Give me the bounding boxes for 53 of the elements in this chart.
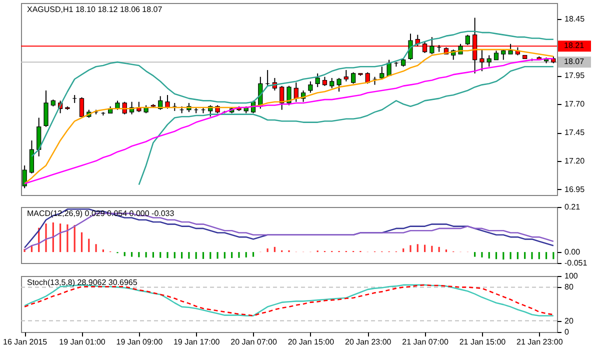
y-tick-label: 17.95 (564, 71, 586, 80)
ref-line-label: 18.07 (564, 57, 585, 66)
candlestick (486, 54, 492, 68)
candlestick (494, 50, 499, 60)
x-tick-label: 16 Jan 2015 (3, 338, 48, 346)
x-tick-label: 19 Jan 01:00 (59, 338, 106, 346)
candlestick (280, 85, 284, 110)
y-tick-label: 80 (564, 282, 574, 292)
candlestick (380, 66, 384, 80)
y-tick-label: 0 (564, 328, 570, 336)
chart-title: Stoch(13,5,8) 28.9062 30.6965 (27, 278, 138, 287)
candlestick (501, 49, 506, 60)
candlestick (322, 76, 328, 86)
y-tick-label: -0.051 (564, 258, 588, 268)
candlestick (430, 36, 434, 55)
chart-title: XAGUSD,H1 18.10 18.12 18.06 18.07 (27, 5, 163, 14)
y-tick-label: 100 (564, 272, 578, 280)
candlestick (36, 117, 42, 157)
candlestick (344, 70, 348, 82)
y-tick-label: 17.70 (564, 100, 586, 109)
x-tick-label: 21 Jan 23:00 (516, 338, 564, 346)
candlestick (330, 77, 334, 89)
line-series (138, 66, 554, 186)
candlestick (165, 94, 170, 110)
candlestick (286, 85, 292, 106)
x-tick-label: 21 Jan 15:00 (459, 338, 506, 346)
x-tick-label: 21 Jan 07:00 (402, 338, 449, 346)
y-tick-label: 17.45 (564, 128, 586, 138)
candlestick (79, 96, 84, 118)
candlestick (29, 140, 34, 174)
candlestick (308, 80, 313, 94)
y-tick-label: 17.20 (564, 156, 586, 166)
candlestick (465, 34, 470, 46)
x-tick-label: 20 Jan 23:00 (344, 338, 392, 346)
y-tick-label: 0.00 (564, 248, 581, 257)
y-tick-label: 20 (564, 316, 574, 326)
candlestick (386, 59, 392, 76)
candlestick (336, 77, 342, 92)
candlestick (365, 72, 370, 84)
y-tick-label: 16.95 (564, 184, 586, 194)
candlestick (480, 49, 484, 72)
candlestick (508, 43, 513, 55)
candlestick (115, 100, 120, 110)
x-tick-label: 20 Jan 15:00 (288, 338, 335, 346)
x-tick-label: 19 Jan 17:00 (173, 338, 220, 346)
x-tick-label: 20 Jan 07:00 (230, 338, 278, 346)
ref-line-label: 18.21 (564, 41, 585, 50)
candlestick (44, 90, 48, 128)
x-tick-label: 19 Jan 09:00 (116, 338, 164, 346)
y-tick-label: 18.45 (564, 14, 586, 24)
y-tick-label: 0.21 (564, 202, 581, 212)
candlestick (351, 72, 356, 84)
candlestick (315, 72, 320, 88)
